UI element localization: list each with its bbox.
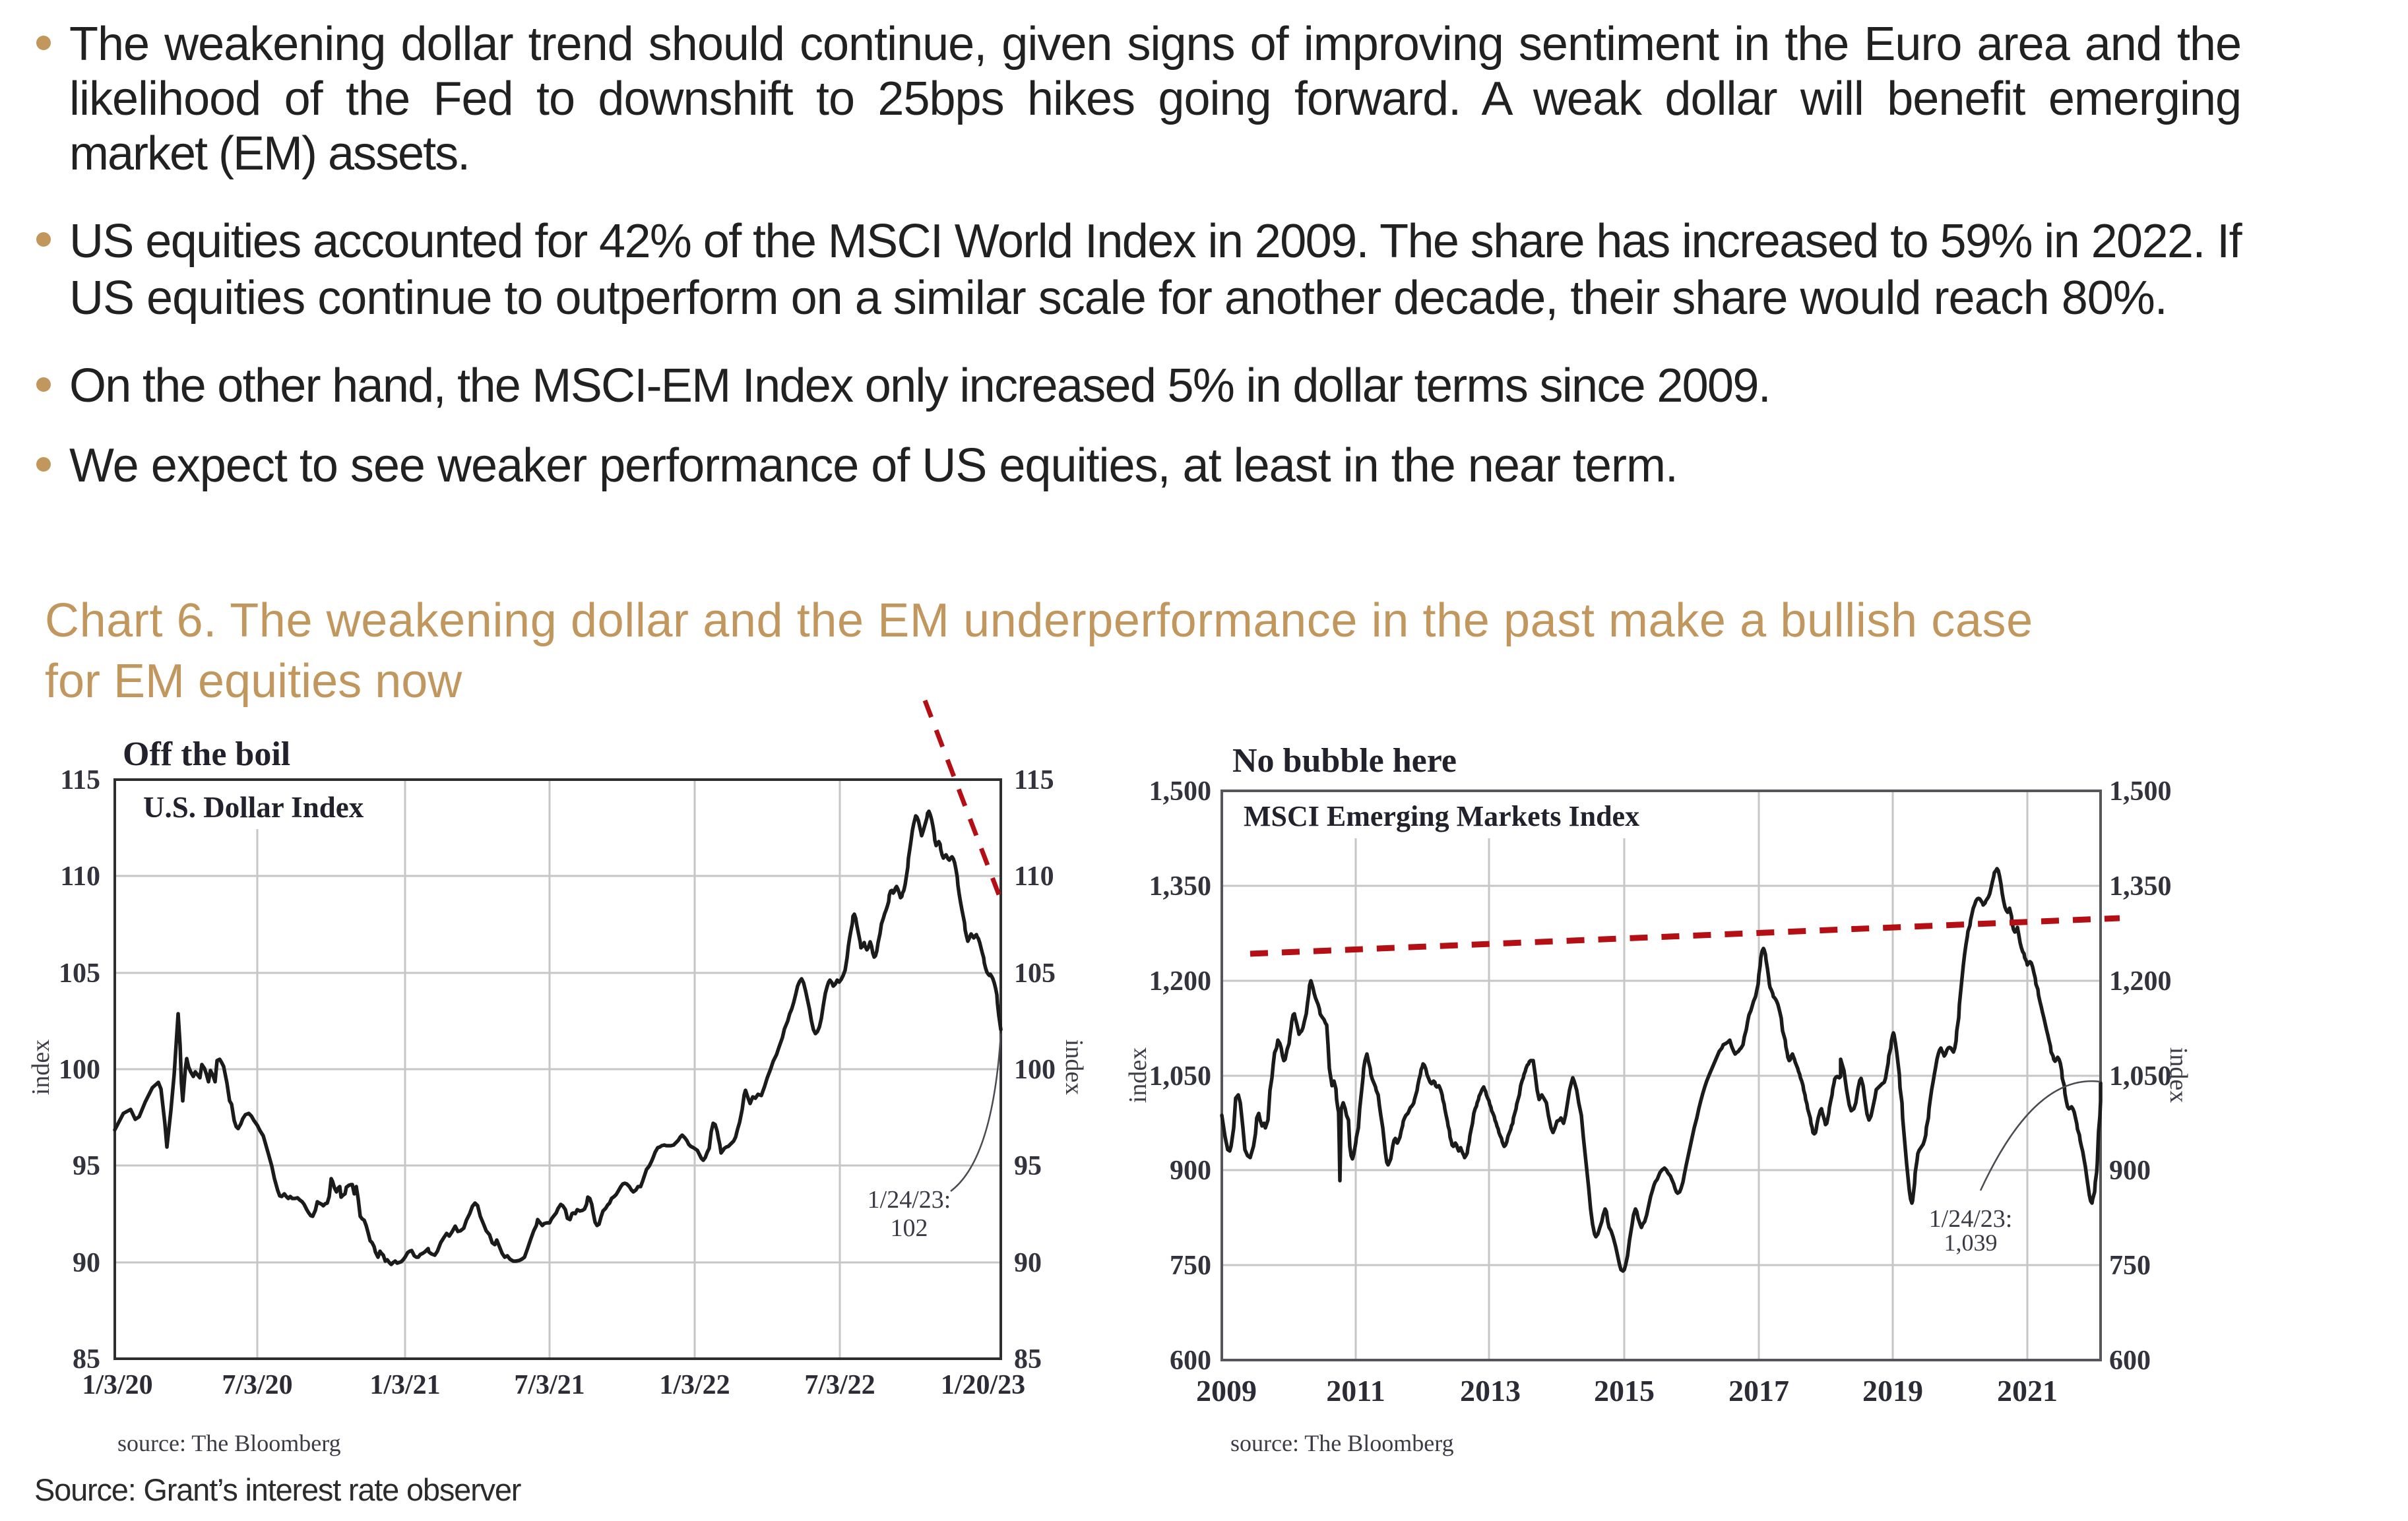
svg-text:115: 115 bbox=[60, 765, 100, 795]
svg-text:1/3/20: 1/3/20 bbox=[82, 1370, 152, 1400]
svg-text:105: 105 bbox=[59, 958, 100, 989]
svg-text:100: 100 bbox=[59, 1055, 100, 1085]
svg-text:1,050: 1,050 bbox=[2109, 1061, 2172, 1092]
svg-text:1,500: 1,500 bbox=[1149, 776, 1212, 807]
svg-text:1,200: 1,200 bbox=[2109, 966, 2172, 997]
svg-text:2013: 2013 bbox=[1460, 1374, 1521, 1408]
svg-text:7/3/21: 7/3/21 bbox=[514, 1370, 585, 1400]
svg-text:115: 115 bbox=[1014, 765, 1054, 795]
svg-text:1/3/21: 1/3/21 bbox=[369, 1370, 440, 1400]
svg-text:index: index bbox=[2165, 1047, 2192, 1103]
svg-text:750: 750 bbox=[1170, 1251, 1211, 1281]
svg-text:85: 85 bbox=[73, 1344, 100, 1375]
svg-text:1,500: 1,500 bbox=[2109, 776, 2172, 807]
svg-text:105: 105 bbox=[1014, 958, 1056, 989]
svg-text:95: 95 bbox=[1014, 1151, 1042, 1181]
svg-text:1,350: 1,350 bbox=[1149, 871, 1212, 902]
svg-text:85: 85 bbox=[1014, 1344, 1042, 1375]
svg-text:1,050: 1,050 bbox=[1149, 1061, 1212, 1092]
svg-text:2015: 2015 bbox=[1594, 1374, 1655, 1408]
svg-text:900: 900 bbox=[2109, 1156, 2151, 1186]
svg-text:7/3/20: 7/3/20 bbox=[222, 1370, 292, 1400]
svg-text:No bubble here: No bubble here bbox=[1232, 742, 1457, 780]
svg-text:1,200: 1,200 bbox=[1149, 966, 1212, 997]
svg-text:MSCI Emerging Markets Index: MSCI Emerging Markets Index bbox=[1244, 800, 1639, 832]
svg-text:600: 600 bbox=[2109, 1346, 2151, 1376]
svg-text:1,350: 1,350 bbox=[2109, 871, 2172, 902]
svg-text:102: 102 bbox=[891, 1214, 928, 1242]
svg-text:900: 900 bbox=[1170, 1156, 1211, 1186]
svg-text:1/3/22: 1/3/22 bbox=[659, 1370, 730, 1400]
svg-text:2009: 2009 bbox=[1196, 1374, 1257, 1408]
svg-text:600: 600 bbox=[1170, 1346, 1211, 1376]
svg-text:7/3/22: 7/3/22 bbox=[804, 1370, 875, 1400]
svg-text:90: 90 bbox=[73, 1248, 100, 1278]
svg-text:750: 750 bbox=[2109, 1251, 2151, 1281]
svg-text:90: 90 bbox=[1014, 1248, 1042, 1278]
svg-text:2011: 2011 bbox=[1326, 1374, 1385, 1408]
svg-text:110: 110 bbox=[1014, 861, 1054, 892]
svg-text:U.S. Dollar Index: U.S. Dollar Index bbox=[143, 791, 364, 824]
svg-text:index: index bbox=[1060, 1040, 1088, 1095]
svg-text:1/24/23:: 1/24/23: bbox=[1929, 1205, 2013, 1233]
svg-text:95: 95 bbox=[73, 1151, 100, 1181]
svg-text:2021: 2021 bbox=[1997, 1374, 2058, 1408]
svg-text:index: index bbox=[1124, 1047, 1152, 1103]
svg-text:2019: 2019 bbox=[1862, 1374, 1923, 1408]
svg-text:1/20/23: 1/20/23 bbox=[941, 1370, 1025, 1400]
svg-text:100: 100 bbox=[1014, 1055, 1056, 1085]
svg-text:source: The Bloomberg: source: The Bloomberg bbox=[117, 1430, 341, 1456]
svg-text:Off the boil: Off the boil bbox=[123, 735, 290, 773]
svg-text:2017: 2017 bbox=[1728, 1374, 1789, 1408]
svg-text:1/24/23:: 1/24/23: bbox=[868, 1186, 951, 1214]
svg-text:1,039: 1,039 bbox=[1944, 1229, 1998, 1256]
svg-text:index: index bbox=[27, 1040, 55, 1095]
svg-text:110: 110 bbox=[60, 861, 100, 892]
svg-text:source: The Bloomberg: source: The Bloomberg bbox=[1230, 1430, 1454, 1456]
